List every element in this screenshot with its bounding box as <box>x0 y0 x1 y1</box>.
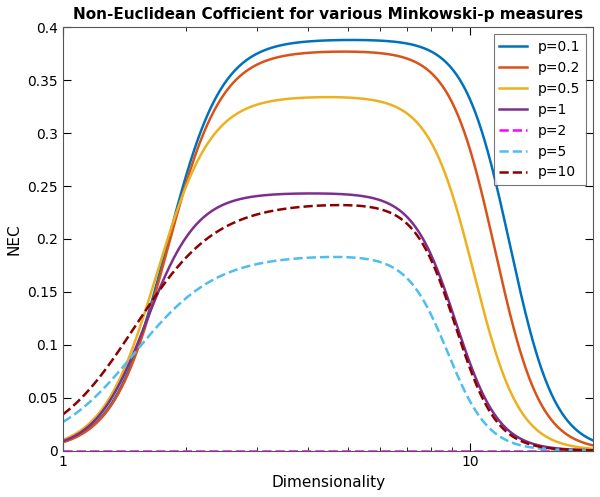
p=1 <box>309 190 316 196</box>
p=2 <box>346 448 353 454</box>
Line: p=0.1: p=0.1 <box>63 40 593 442</box>
p=0.2 <box>314 49 322 55</box>
p=0.1 <box>349 37 356 43</box>
p=10 <box>311 203 319 209</box>
p=1 <box>376 197 383 203</box>
p=2 <box>589 448 596 454</box>
p=2 <box>577 448 584 454</box>
p=0.2 <box>589 442 596 448</box>
p=2 <box>311 448 319 454</box>
p=0.2 <box>59 439 67 445</box>
p=0.1 <box>311 38 319 44</box>
p=1 <box>578 447 585 453</box>
p=2 <box>375 448 382 454</box>
p=5 <box>59 419 67 425</box>
p=10 <box>335 202 343 208</box>
p=0.2 <box>340 49 347 55</box>
p=0.5 <box>589 446 596 452</box>
p=5 <box>347 254 355 260</box>
p=0.5 <box>376 98 383 104</box>
p=5 <box>589 447 596 453</box>
p=0.5 <box>578 445 585 451</box>
p=0.2 <box>578 439 585 445</box>
p=0.1 <box>346 37 353 43</box>
p=0.1 <box>578 431 585 437</box>
Line: p=0.5: p=0.5 <box>63 97 593 449</box>
p=10 <box>495 420 502 426</box>
p=5 <box>311 254 319 260</box>
p=1 <box>589 447 596 453</box>
p=0.5 <box>59 437 67 443</box>
p=5 <box>331 254 338 260</box>
p=1 <box>59 438 67 444</box>
X-axis label: Dimensionality: Dimensionality <box>271 475 385 490</box>
Line: p=1: p=1 <box>63 193 593 450</box>
Line: p=10: p=10 <box>63 205 593 450</box>
p=10 <box>347 202 355 208</box>
Title: Non-Euclidean Cofficient for various Minkowski-p measures: Non-Euclidean Cofficient for various Min… <box>73 7 583 22</box>
p=10 <box>314 203 322 209</box>
p=5 <box>578 447 585 453</box>
p=5 <box>314 254 322 260</box>
p=1 <box>495 417 502 423</box>
p=2 <box>314 448 322 454</box>
p=0.5 <box>314 94 322 100</box>
p=0.1 <box>495 191 502 197</box>
p=0.1 <box>376 38 383 44</box>
p=0.2 <box>347 49 355 55</box>
p=0.1 <box>314 38 322 44</box>
p=1 <box>312 190 319 196</box>
Legend: p=0.1, p=0.2, p=0.5, p=1, p=2, p=5, p=10: p=0.1, p=0.2, p=0.5, p=1, p=2, p=5, p=10 <box>494 34 586 185</box>
p=5 <box>376 259 383 265</box>
p=0.5 <box>324 94 331 100</box>
Y-axis label: NEC: NEC <box>7 223 22 255</box>
p=1 <box>316 190 323 196</box>
p=0.2 <box>311 49 319 55</box>
p=0.1 <box>589 437 596 443</box>
p=0.2 <box>376 50 383 56</box>
p=10 <box>59 412 67 417</box>
p=2 <box>59 448 67 454</box>
p=2 <box>494 448 501 454</box>
p=0.5 <box>347 95 355 101</box>
p=0.5 <box>311 94 319 100</box>
p=5 <box>495 433 502 439</box>
p=1 <box>347 192 355 198</box>
p=10 <box>376 206 383 212</box>
p=10 <box>589 447 596 453</box>
p=0.2 <box>495 262 502 268</box>
Line: p=5: p=5 <box>63 257 593 450</box>
p=10 <box>578 447 585 453</box>
p=0.5 <box>495 358 502 364</box>
p=0.1 <box>59 439 67 445</box>
Line: p=0.2: p=0.2 <box>63 52 593 445</box>
